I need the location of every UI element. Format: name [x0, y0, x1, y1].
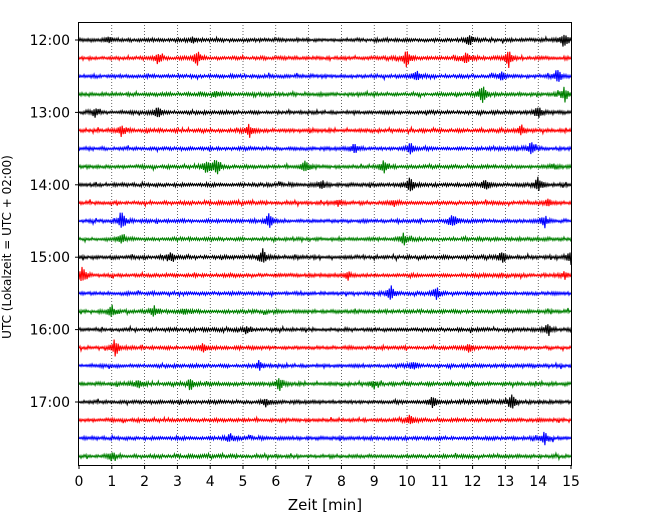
y-tick-label: 12:00 [30, 33, 70, 49]
seismic-trace [78, 360, 572, 371]
y-tick-label: 17:00 [30, 395, 70, 411]
seismic-trace [78, 414, 572, 425]
x-tick-label: 5 [239, 474, 248, 490]
x-tick-label: 10 [398, 474, 416, 490]
seismic-trace [78, 51, 572, 69]
x-tick-label: 0 [75, 474, 84, 490]
x-tick-label: 9 [370, 474, 379, 490]
y-tick-label: 15:00 [30, 250, 70, 266]
seismic-trace [78, 378, 572, 392]
seismic-trace [78, 285, 572, 300]
y-tick-label: 16:00 [30, 323, 70, 339]
seismic-trace [78, 431, 572, 446]
x-tick-label: 6 [271, 474, 280, 490]
seismic-trace [78, 160, 572, 175]
y-axis-ticks: 12:00 13:00 14:00 15:00 16:00 17:00 [30, 33, 79, 411]
x-tick-label: 7 [304, 474, 313, 490]
seismic-trace [78, 304, 572, 317]
x-tick-label: 13 [496, 474, 514, 490]
x-tick-label: 1 [107, 474, 116, 490]
x-tick-label: 12 [464, 474, 482, 490]
x-gridlines [111, 22, 539, 465]
x-tick-label: 8 [337, 474, 346, 490]
plot-frame [78, 22, 572, 466]
seismic-trace [78, 324, 572, 337]
x-tick-label: 11 [431, 474, 449, 490]
seismic-trace [78, 142, 572, 155]
x-tick-label: 3 [173, 474, 182, 490]
seismic-trace [78, 176, 572, 192]
y-axis-label: UTC (Lokalzeit = UTC + 02:00) [0, 155, 14, 339]
seismic-trace [78, 339, 572, 357]
seismic-trace [78, 451, 572, 462]
x-axis-ticks: 0 1 2 3 4 5 6 7 8 9 10 11 12 13 14 15 [75, 465, 580, 490]
y-tick-label: 14:00 [30, 178, 70, 194]
seismic-trace [78, 232, 572, 246]
x-tick-label: 14 [529, 474, 547, 490]
seismic-trace [78, 266, 572, 281]
x-tick-label: 15 [562, 474, 580, 490]
seismic-trace [78, 70, 572, 82]
seismic-trace [78, 123, 572, 138]
y-tick-label: 13:00 [30, 105, 70, 121]
seismic-trace [78, 212, 572, 229]
seismic-trace [78, 86, 572, 103]
x-tick-label: 4 [206, 474, 215, 490]
seismic-trace [78, 394, 572, 409]
seismic-trace [78, 198, 572, 208]
seismic-trace [78, 107, 572, 118]
x-axis-label: Zeit [min] [288, 496, 362, 514]
seismic-traces [78, 34, 572, 462]
x-tick-label: 2 [140, 474, 149, 490]
seismic-trace [78, 248, 572, 266]
seismic-trace [78, 34, 572, 47]
